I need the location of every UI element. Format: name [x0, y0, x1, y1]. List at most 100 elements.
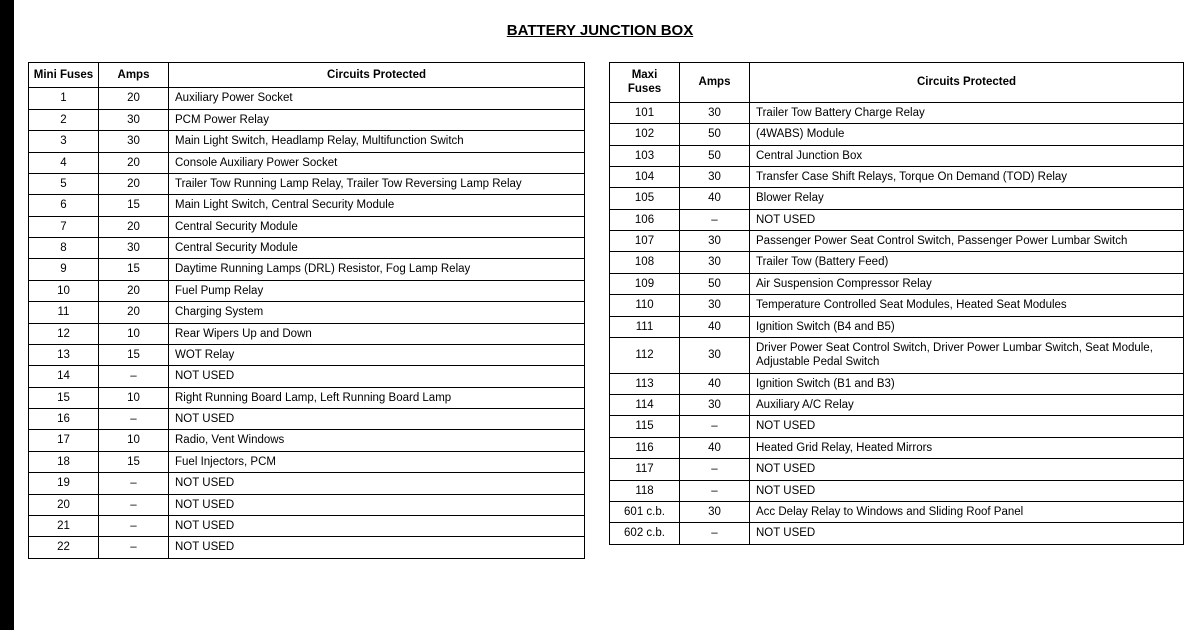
table-row: 19–NOT USED	[29, 473, 585, 494]
amps-cell: 20	[99, 280, 169, 301]
amps-cell: 10	[99, 323, 169, 344]
amps-cell: 30	[680, 395, 750, 416]
amps-cell: –	[99, 494, 169, 515]
fuse-id-cell: 15	[29, 387, 99, 408]
amps-cell: –	[680, 523, 750, 544]
table-row: 20–NOT USED	[29, 494, 585, 515]
mini-fuses-header-row: Mini Fuses Amps Circuits Protected	[29, 63, 585, 88]
circuits-protected-cell: Temperature Controlled Seat Modules, Hea…	[750, 295, 1184, 316]
mini-fuses-table: Mini Fuses Amps Circuits Protected 120Au…	[28, 62, 585, 559]
fuse-id-cell: 1	[29, 88, 99, 109]
fuse-id-cell: 20	[29, 494, 99, 515]
table-row: 830Central Security Module	[29, 238, 585, 259]
table-row: 10350Central Junction Box	[610, 145, 1184, 166]
amps-cell: 50	[680, 145, 750, 166]
circuits-protected-cell: NOT USED	[750, 416, 1184, 437]
fuse-id-cell: 4	[29, 152, 99, 173]
amps-cell: 30	[99, 131, 169, 152]
fuse-id-cell: 8	[29, 238, 99, 259]
amps-cell: 30	[680, 166, 750, 187]
fuse-id-cell: 106	[610, 209, 680, 230]
amps-cell: 20	[99, 216, 169, 237]
circuits-protected-cell: Air Suspension Compressor Relay	[750, 273, 1184, 294]
table-row: 1020Fuel Pump Relay	[29, 280, 585, 301]
amps-cell: –	[99, 473, 169, 494]
table-row: 330Main Light Switch, Headlamp Relay, Mu…	[29, 131, 585, 152]
amps-cell: 30	[680, 295, 750, 316]
amps-cell: –	[680, 459, 750, 480]
fuse-id-cell: 103	[610, 145, 680, 166]
circuits-protected-cell: NOT USED	[169, 537, 585, 558]
page: BATTERY JUNCTION BOX Mini Fuses Amps Cir…	[0, 0, 1200, 630]
amps-cell: –	[99, 537, 169, 558]
circuits-protected-cell: Fuel Injectors, PCM	[169, 451, 585, 472]
fuse-id-cell: 6	[29, 195, 99, 216]
circuits-protected-cell: Right Running Board Lamp, Left Running B…	[169, 387, 585, 408]
circuits-protected-cell: Rear Wipers Up and Down	[169, 323, 585, 344]
table-row: 10950Air Suspension Compressor Relay	[610, 273, 1184, 294]
circuits-protected-cell: Central Junction Box	[750, 145, 1184, 166]
fuse-id-cell: 111	[610, 316, 680, 337]
fuse-id-cell: 7	[29, 216, 99, 237]
circuits-protected-cell: Trailer Tow Battery Charge Relay	[750, 102, 1184, 123]
table-row: 118–NOT USED	[610, 480, 1184, 501]
fuse-id-cell: 9	[29, 259, 99, 280]
fuse-id-cell: 12	[29, 323, 99, 344]
circuits-protected-cell: (4WABS) Module	[750, 124, 1184, 145]
amps-cell: 15	[99, 259, 169, 280]
table-row: 720Central Security Module	[29, 216, 585, 237]
circuits-protected-cell: Main Light Switch, Central Security Modu…	[169, 195, 585, 216]
maxi-fuses-tbody: 10130Trailer Tow Battery Charge Relay102…	[610, 102, 1184, 544]
mini-fuses-header-amps: Amps	[99, 63, 169, 88]
fuse-id-cell: 112	[610, 337, 680, 373]
fuse-id-cell: 118	[610, 480, 680, 501]
fuse-id-cell: 110	[610, 295, 680, 316]
fuse-id-cell: 16	[29, 409, 99, 430]
fuse-id-cell: 115	[610, 416, 680, 437]
table-row: 915Daytime Running Lamps (DRL) Resistor,…	[29, 259, 585, 280]
amps-cell: 10	[99, 430, 169, 451]
table-row: 1120Charging System	[29, 302, 585, 323]
circuits-protected-cell: Driver Power Seat Control Switch, Driver…	[750, 337, 1184, 373]
circuits-protected-cell: Central Security Module	[169, 216, 585, 237]
amps-cell: 30	[99, 238, 169, 259]
fuse-id-cell: 13	[29, 344, 99, 365]
amps-cell: 30	[680, 337, 750, 373]
amps-cell: –	[99, 515, 169, 536]
amps-cell: 40	[680, 373, 750, 394]
amps-cell: 15	[99, 451, 169, 472]
circuits-protected-cell: NOT USED	[169, 473, 585, 494]
fuse-id-cell: 107	[610, 231, 680, 252]
table-row: 11030Temperature Controlled Seat Modules…	[610, 295, 1184, 316]
circuits-protected-cell: Transfer Case Shift Relays, Torque On De…	[750, 166, 1184, 187]
table-row: 10730Passenger Power Seat Control Switch…	[610, 231, 1184, 252]
amps-cell: –	[99, 409, 169, 430]
maxi-fuses-header-desc: Circuits Protected	[750, 63, 1184, 103]
table-row: 16–NOT USED	[29, 409, 585, 430]
mini-fuses-header-desc: Circuits Protected	[169, 63, 585, 88]
table-row: 10430Transfer Case Shift Relays, Torque …	[610, 166, 1184, 187]
amps-cell: 20	[99, 302, 169, 323]
circuits-protected-cell: Daytime Running Lamps (DRL) Resistor, Fo…	[169, 259, 585, 280]
fuse-id-cell: 109	[610, 273, 680, 294]
circuits-protected-cell: Heated Grid Relay, Heated Mirrors	[750, 437, 1184, 458]
amps-cell: 50	[680, 124, 750, 145]
fuse-id-cell: 114	[610, 395, 680, 416]
amps-cell: –	[680, 416, 750, 437]
amps-cell: 30	[680, 252, 750, 273]
circuits-protected-cell: Trailer Tow Running Lamp Relay, Trailer …	[169, 173, 585, 194]
circuits-protected-cell: NOT USED	[750, 209, 1184, 230]
circuits-protected-cell: NOT USED	[750, 523, 1184, 544]
amps-cell: 20	[99, 88, 169, 109]
fuse-id-cell: 5	[29, 173, 99, 194]
circuits-protected-cell: Auxiliary A/C Relay	[750, 395, 1184, 416]
circuits-protected-cell: NOT USED	[169, 494, 585, 515]
circuits-protected-cell: Central Security Module	[169, 238, 585, 259]
circuits-protected-cell: Trailer Tow (Battery Feed)	[750, 252, 1184, 273]
table-row: 1510Right Running Board Lamp, Left Runni…	[29, 387, 585, 408]
table-row: 1815Fuel Injectors, PCM	[29, 451, 585, 472]
fuse-id-cell: 117	[610, 459, 680, 480]
circuits-protected-cell: Main Light Switch, Headlamp Relay, Multi…	[169, 131, 585, 152]
table-row: 420Console Auxiliary Power Socket	[29, 152, 585, 173]
circuits-protected-cell: Blower Relay	[750, 188, 1184, 209]
